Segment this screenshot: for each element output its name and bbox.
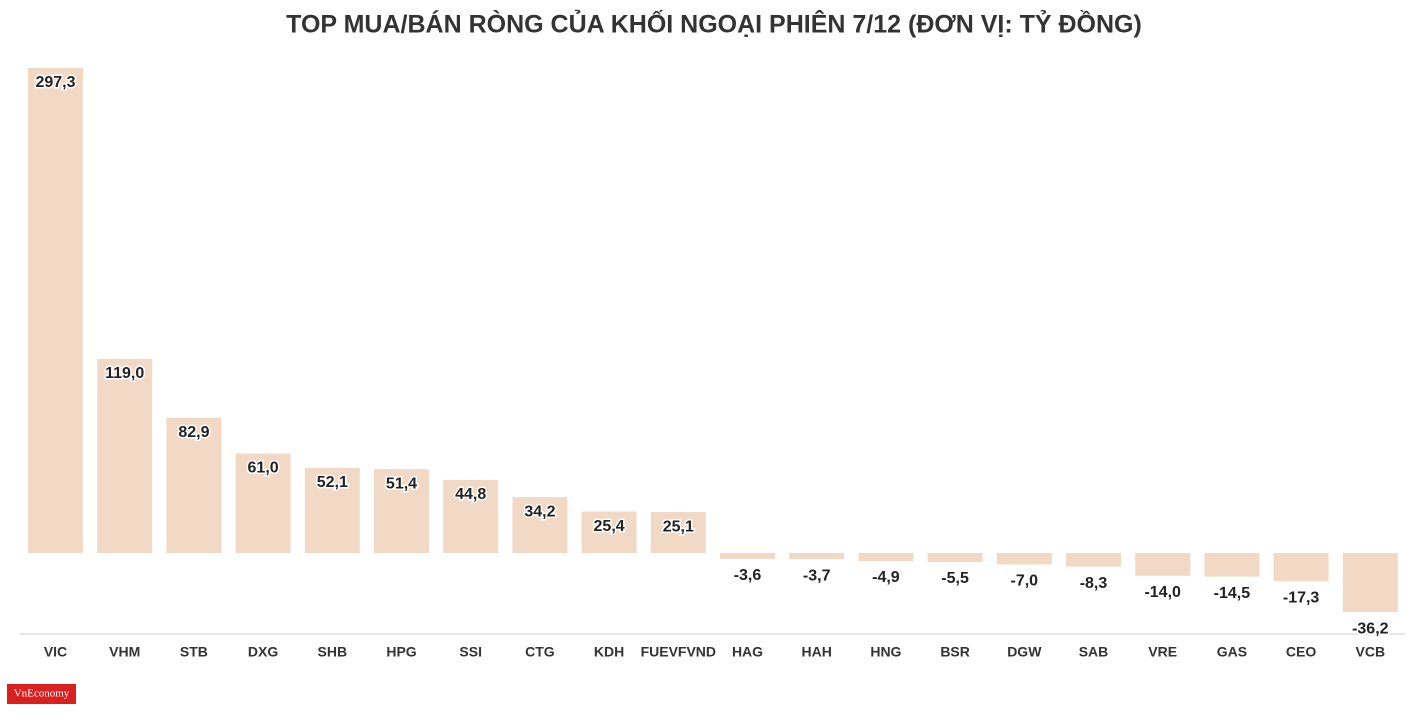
- value-label: 119,0: [105, 365, 144, 382]
- logo: VnEconomy: [14, 688, 70, 700]
- x-tick-label: HPG: [386, 644, 416, 660]
- x-tick-label: KDH: [594, 644, 624, 660]
- value-label: 52,1: [317, 474, 348, 491]
- x-tick-label: GAS: [1217, 644, 1247, 660]
- x-tick-label: SAB: [1079, 644, 1109, 660]
- bar: [789, 553, 845, 560]
- bar: [927, 553, 983, 562]
- value-label: 25,1: [663, 518, 694, 535]
- x-tick-label: SHB: [318, 644, 348, 660]
- logo-box: [7, 684, 76, 704]
- x-tick-label: HNG: [870, 644, 901, 660]
- chart-title: TOP MUA/BÁN RÒNG CỦA KHỐI NGOẠI PHIÊN 7/…: [286, 9, 1142, 39]
- value-label: 51,4: [386, 475, 417, 492]
- x-tick-label: VIC: [44, 644, 67, 660]
- x-tick-label: VHM: [109, 644, 140, 660]
- bar: [581, 511, 637, 553]
- x-tick-label: HAH: [802, 644, 832, 660]
- x-tick-label: DXG: [248, 644, 278, 660]
- bar: [97, 358, 153, 553]
- value-label: -5,5: [941, 570, 969, 587]
- bar: [235, 453, 291, 553]
- value-label: 25,4: [594, 518, 625, 535]
- value-label: -3,6: [734, 567, 762, 584]
- x-tick-label: CEO: [1286, 644, 1316, 660]
- bar: [1204, 553, 1260, 577]
- value-label: -3,7: [803, 567, 831, 584]
- value-label: 61,0: [248, 460, 279, 477]
- bar: [1273, 553, 1329, 582]
- bar: [996, 553, 1052, 565]
- x-tick-label: SSI: [459, 644, 482, 660]
- value-label: -14,0: [1144, 584, 1181, 601]
- x-tick-label: HAG: [732, 644, 763, 660]
- x-tick-label: VCB: [1356, 644, 1386, 660]
- x-tick-label: VRE: [1148, 644, 1177, 660]
- bar: [720, 553, 775, 559]
- value-label: 297,3: [35, 74, 75, 91]
- bar: [443, 479, 499, 553]
- bar: [374, 469, 429, 553]
- value-label: -4,9: [872, 569, 900, 586]
- value-label: -7,0: [1011, 573, 1039, 590]
- bar: [304, 468, 360, 553]
- bar: [166, 417, 222, 553]
- x-tick-label: DGW: [1007, 644, 1042, 660]
- bar: [28, 68, 83, 553]
- value-label: 82,9: [178, 424, 209, 441]
- bar: [1135, 553, 1191, 576]
- value-label: -8,3: [1080, 575, 1108, 592]
- value-label: -14,5: [1214, 585, 1251, 602]
- bar: [1066, 553, 1121, 567]
- x-tick-label: BSR: [940, 644, 970, 660]
- value-label: 34,2: [524, 503, 555, 520]
- value-label: -17,3: [1283, 589, 1320, 606]
- bar: [1342, 553, 1398, 613]
- x-tick-label: FUEVFVND: [641, 644, 716, 660]
- value-label: -36,2: [1352, 620, 1389, 637]
- x-tick-label: STB: [180, 644, 208, 660]
- bar: [512, 497, 568, 553]
- bar: [650, 512, 706, 553]
- value-label: 44,8: [455, 486, 486, 503]
- bar: [858, 553, 914, 561]
- x-tick-label: CTG: [525, 644, 555, 660]
